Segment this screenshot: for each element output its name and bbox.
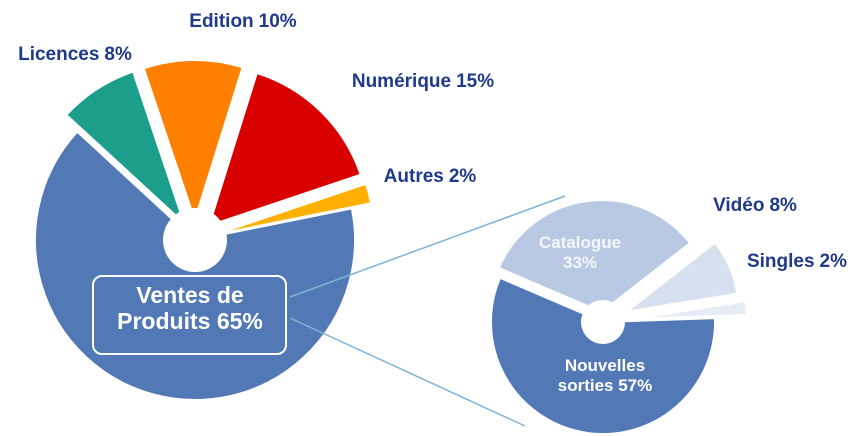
pie-slice <box>207 71 362 228</box>
value-label: 57% <box>618 375 653 395</box>
slice-label: Ventes de Produits 65% <box>95 282 285 335</box>
sub-hole <box>581 300 625 344</box>
slice-label: Singles 2% <box>747 251 847 272</box>
value-label: 2% <box>820 251 848 272</box>
category-label: Singles <box>747 251 815 272</box>
pie-slice <box>497 199 692 314</box>
pie-slice <box>634 299 748 320</box>
main-hole <box>163 208 227 272</box>
slice-label: Vidéo 8% <box>713 195 797 216</box>
value-label: 8% <box>769 195 797 216</box>
category-label: Licences <box>18 44 99 65</box>
slice-label: Autres 2% <box>384 166 477 187</box>
slice-label: Edition 10% <box>189 11 297 32</box>
category-label: Nouvelles sorties <box>557 356 646 395</box>
value-label: 10% <box>259 11 297 32</box>
slice-label: Catalogue 33% <box>530 233 630 272</box>
slice-label: Numérique 15% <box>352 71 494 92</box>
value-label: 65% <box>216 308 263 335</box>
sub-pie <box>490 199 748 435</box>
slice-label: Nouvelles sorties 57% <box>550 356 660 395</box>
pie-slice <box>142 59 244 224</box>
pie-slice <box>626 241 739 313</box>
value-label: 8% <box>104 44 132 65</box>
category-label: Ventes de Produits <box>117 282 244 335</box>
category-label: Vidéo <box>713 195 764 216</box>
label-box <box>92 275 287 355</box>
category-label: Autres <box>384 166 444 187</box>
category-label: Catalogue <box>538 233 622 252</box>
category-label: Edition <box>189 11 253 32</box>
slice-label: Licences 8% <box>18 44 132 65</box>
value-label: 15% <box>456 71 494 92</box>
pie-slice <box>214 182 373 236</box>
connector-line <box>289 195 566 298</box>
pie-slice <box>490 276 716 435</box>
value-label: 33% <box>562 252 598 272</box>
category-label: Numérique <box>352 71 451 92</box>
value-label: 2% <box>449 166 477 187</box>
pie-slice <box>64 70 186 224</box>
connector-line <box>289 317 526 427</box>
